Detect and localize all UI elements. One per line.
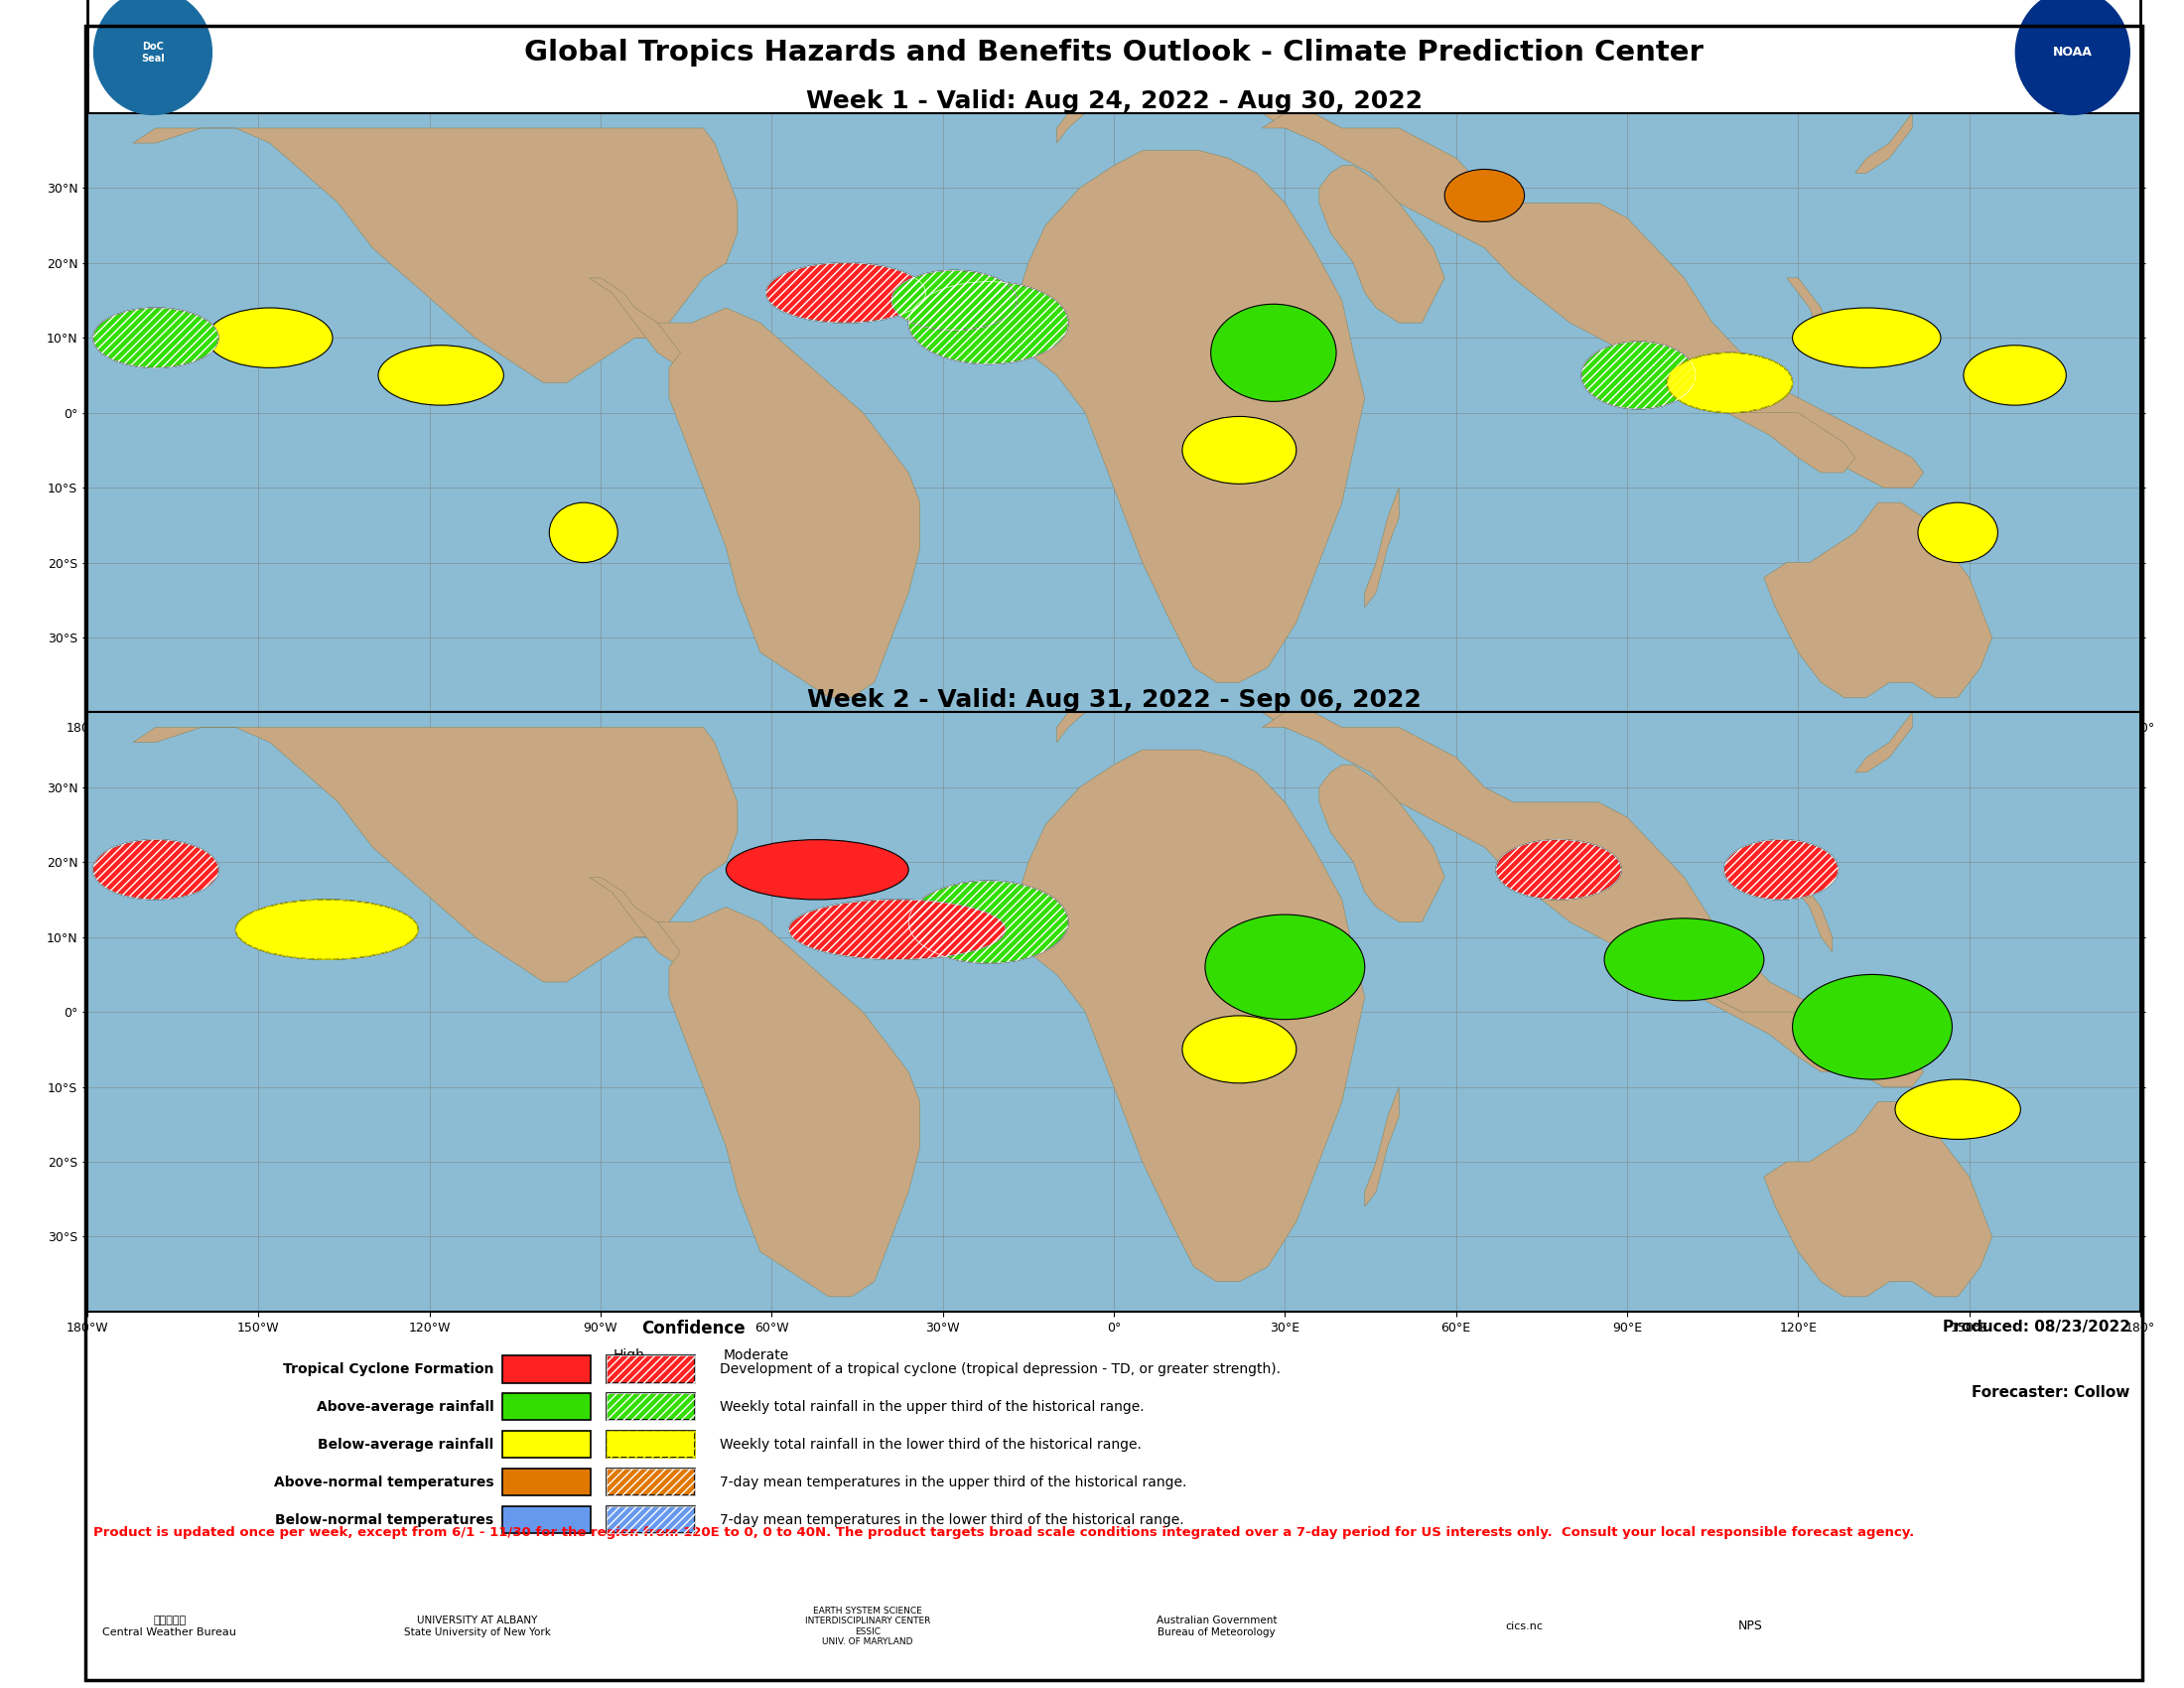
Ellipse shape bbox=[1793, 974, 1952, 1079]
Bar bbox=[502, 1431, 590, 1458]
Polygon shape bbox=[1057, 0, 1319, 143]
Ellipse shape bbox=[94, 307, 218, 368]
Ellipse shape bbox=[1963, 346, 2066, 405]
Bar bbox=[607, 1393, 695, 1420]
Bar bbox=[607, 1355, 695, 1382]
Ellipse shape bbox=[788, 900, 1005, 959]
Text: NOAA: NOAA bbox=[2053, 46, 2092, 59]
Polygon shape bbox=[1787, 279, 1832, 353]
Polygon shape bbox=[1365, 1087, 1400, 1207]
Polygon shape bbox=[1655, 974, 1854, 1072]
Polygon shape bbox=[1262, 712, 1924, 1087]
Ellipse shape bbox=[767, 263, 926, 322]
Text: EARTH SYSTEM SCIENCE
INTERDISCIPLINARY CENTER
ESSIC
UNIV. OF MARYLAND: EARTH SYSTEM SCIENCE INTERDISCIPLINARY C… bbox=[804, 1607, 930, 1646]
Text: NPS: NPS bbox=[1738, 1620, 1762, 1632]
Title: Week 2 - Valid: Aug 31, 2022 - Sep 06, 2022: Week 2 - Valid: Aug 31, 2022 - Sep 06, 2… bbox=[806, 689, 1422, 712]
Polygon shape bbox=[1765, 1102, 1992, 1296]
Bar bbox=[502, 1506, 590, 1533]
Ellipse shape bbox=[909, 881, 1068, 964]
Ellipse shape bbox=[1182, 417, 1297, 484]
Text: 7-day mean temperatures in the lower third of the historical range.: 7-day mean temperatures in the lower thi… bbox=[721, 1512, 1184, 1526]
Bar bbox=[607, 1469, 695, 1496]
Bar bbox=[607, 1355, 695, 1382]
Polygon shape bbox=[1787, 878, 1832, 952]
Polygon shape bbox=[1018, 749, 1365, 1281]
Ellipse shape bbox=[1918, 503, 1998, 562]
Bar bbox=[607, 1506, 695, 1533]
Text: cics.nc: cics.nc bbox=[1505, 1622, 1544, 1631]
Title: Week 1 - Valid: Aug 24, 2022 - Aug 30, 2022: Week 1 - Valid: Aug 24, 2022 - Aug 30, 2… bbox=[806, 89, 1422, 113]
Text: 中央氣象局
Central Weather Bureau: 中央氣象局 Central Weather Bureau bbox=[103, 1615, 236, 1637]
Ellipse shape bbox=[1605, 918, 1765, 1001]
Text: Confidence: Confidence bbox=[642, 1320, 745, 1337]
Ellipse shape bbox=[94, 839, 218, 900]
Text: Weekly total rainfall in the upper third of the historical range.: Weekly total rainfall in the upper third… bbox=[721, 1399, 1144, 1415]
Circle shape bbox=[2016, 0, 2129, 115]
Bar bbox=[607, 1431, 695, 1458]
Polygon shape bbox=[1057, 592, 1319, 743]
Bar bbox=[607, 1393, 695, 1420]
Polygon shape bbox=[1319, 165, 1444, 322]
Ellipse shape bbox=[909, 282, 1068, 365]
Ellipse shape bbox=[1793, 307, 1942, 368]
Bar bbox=[607, 1506, 695, 1533]
Polygon shape bbox=[1262, 113, 1924, 488]
Bar bbox=[502, 1469, 590, 1496]
Polygon shape bbox=[1765, 503, 1992, 697]
Text: Above-average rainfall: Above-average rainfall bbox=[317, 1399, 494, 1415]
Ellipse shape bbox=[1723, 839, 1839, 900]
Text: Above-normal temperatures: Above-normal temperatures bbox=[273, 1475, 494, 1489]
Ellipse shape bbox=[725, 839, 909, 900]
Polygon shape bbox=[1854, 113, 1913, 174]
Polygon shape bbox=[1655, 375, 1854, 473]
Polygon shape bbox=[657, 906, 919, 1296]
Text: Below-average rainfall: Below-average rainfall bbox=[319, 1438, 494, 1452]
Ellipse shape bbox=[1182, 1016, 1297, 1084]
Text: DoC
Seal: DoC Seal bbox=[142, 42, 164, 62]
Text: High: High bbox=[614, 1349, 644, 1362]
Polygon shape bbox=[1018, 150, 1365, 682]
Circle shape bbox=[94, 0, 212, 115]
Text: Development of a tropical cyclone (tropical depression - TD, or greater strength: Development of a tropical cyclone (tropi… bbox=[721, 1362, 1280, 1376]
Ellipse shape bbox=[1581, 341, 1695, 408]
Text: Forecaster: Collow: Forecaster: Collow bbox=[1972, 1384, 2129, 1399]
Polygon shape bbox=[1854, 712, 1913, 773]
Polygon shape bbox=[657, 307, 919, 697]
Ellipse shape bbox=[1666, 353, 1793, 414]
Bar bbox=[607, 1431, 695, 1458]
Ellipse shape bbox=[1896, 1079, 2020, 1139]
Text: Australian Government
Bureau of Meteorology: Australian Government Bureau of Meteorol… bbox=[1155, 1615, 1278, 1637]
Ellipse shape bbox=[1210, 304, 1337, 402]
Ellipse shape bbox=[378, 346, 505, 405]
Polygon shape bbox=[133, 128, 738, 383]
Text: Tropical Cyclone Formation: Tropical Cyclone Formation bbox=[284, 1362, 494, 1376]
Ellipse shape bbox=[236, 900, 417, 959]
Text: UNIVERSITY AT ALBANY
State University of New York: UNIVERSITY AT ALBANY State University of… bbox=[404, 1615, 550, 1637]
Polygon shape bbox=[133, 728, 738, 982]
Bar bbox=[607, 1469, 695, 1496]
Ellipse shape bbox=[891, 270, 1018, 331]
Text: Moderate: Moderate bbox=[723, 1349, 788, 1362]
Text: Product is updated once per week, except from 6/1 - 11/30 for the region from 12: Product is updated once per week, except… bbox=[94, 1526, 1915, 1539]
Text: 7-day mean temperatures in the upper third of the historical range.: 7-day mean temperatures in the upper thi… bbox=[721, 1475, 1186, 1489]
Polygon shape bbox=[590, 878, 692, 967]
Text: Weekly total rainfall in the lower third of the historical range.: Weekly total rainfall in the lower third… bbox=[721, 1438, 1142, 1452]
Ellipse shape bbox=[1444, 169, 1524, 221]
Bar bbox=[502, 1393, 590, 1420]
Text: Produced: 08/23/2022: Produced: 08/23/2022 bbox=[1942, 1320, 2129, 1334]
Text: Below-normal temperatures: Below-normal temperatures bbox=[275, 1512, 494, 1526]
Polygon shape bbox=[1319, 765, 1444, 922]
Text: Global Tropics Hazards and Benefits Outlook - Climate Prediction Center: Global Tropics Hazards and Benefits Outl… bbox=[524, 39, 1704, 66]
Ellipse shape bbox=[1496, 839, 1621, 900]
Polygon shape bbox=[1365, 488, 1400, 608]
Bar bbox=[502, 1355, 590, 1382]
Ellipse shape bbox=[1206, 915, 1365, 1020]
Polygon shape bbox=[590, 279, 692, 368]
Ellipse shape bbox=[550, 503, 618, 562]
Ellipse shape bbox=[207, 307, 332, 368]
